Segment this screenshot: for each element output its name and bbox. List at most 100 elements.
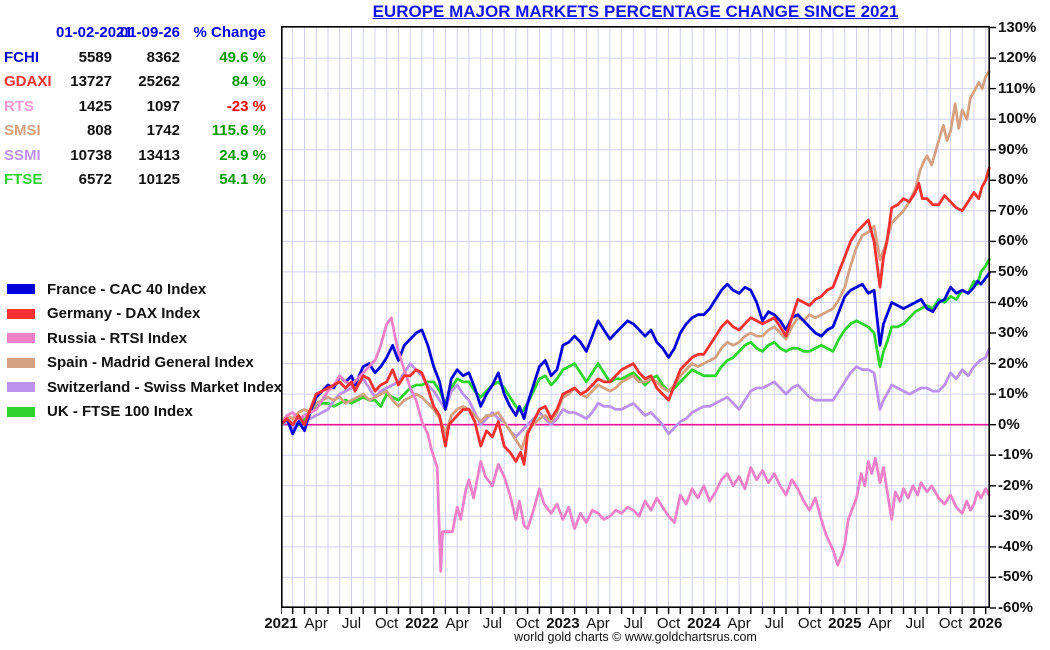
stats-row-GDAXI: GDAXI 13727 25262 84 % <box>4 70 266 95</box>
stats-row-FCHI: FCHI 5589 8362 49.6 % <box>4 46 266 71</box>
end-value: 8362 <box>146 48 180 66</box>
x-tick-2025-48: 2025 <box>828 615 862 632</box>
x-tick-Jul-6: Jul <box>341 615 362 632</box>
x-tick-Jul-54: Jul <box>905 615 925 632</box>
start-value: 808 <box>86 122 112 139</box>
x-tick-Oct-9: Oct <box>375 615 399 632</box>
legend-label-GDAXI: Germany - DAX Index <box>47 305 201 323</box>
symbol-label: FTSE <box>4 171 43 188</box>
chart-legend: France - CAC 40 Index Germany - DAX Index… <box>7 277 282 424</box>
y-tick-80: 80% <box>998 171 1029 189</box>
y-tick-20: 20% <box>998 354 1029 372</box>
legend-label-FCHI: France - CAC 40 Index <box>47 280 207 298</box>
x-tick-Jul-42: Jul <box>764 615 784 632</box>
end-value: 25262 <box>138 73 180 90</box>
stats-row-RTS: RTS 1425 1097 -23 % <box>4 95 266 120</box>
legend-swatch-RTS <box>7 333 35 344</box>
legend-label-SSMI: Switzerland - Swiss Market Index <box>47 378 283 396</box>
legend-label-SMSI: Spain - Madrid General Index <box>47 354 254 372</box>
pct-change: 49.6 % <box>219 48 266 66</box>
legend-label-RTS: Russia - RTSI Index <box>47 329 188 347</box>
legend-item-FTSE: UK - FTSE 100 Index <box>7 400 282 425</box>
series-line-SSMI <box>281 347 991 439</box>
source-credit: world gold charts © www.goldchartsrus.co… <box>514 630 757 644</box>
y-tick-30: 30% <box>998 324 1029 341</box>
end-value: 13413 <box>138 146 180 164</box>
y-tick-130: 130% <box>998 18 1037 36</box>
start-value: 1425 <box>78 97 112 115</box>
y-tick--20: -20% <box>998 476 1034 494</box>
x-tick-Oct-33: Oct <box>656 615 681 632</box>
legend-item-SSMI: Switzerland - Swiss Market Index <box>7 375 282 400</box>
legend-item-RTS: Russia - RTSI Index <box>7 326 282 351</box>
stats-table: 01-02-2021 01-09-26 % Change FCHI 5589 836… <box>4 21 266 193</box>
series-line-FCHI <box>281 271 991 436</box>
stats-rows: FCHI 5589 8362 49.6 % GDAXI 13727 25262 84 % RTS… <box>4 46 266 193</box>
y-tick--30: -30% <box>998 507 1034 525</box>
x-tick-Apr-27: Apr <box>586 615 610 632</box>
pct-change: 54.1 % <box>219 171 266 188</box>
y-tick-40: 40% <box>998 293 1029 311</box>
end-value: 10125 <box>138 171 180 188</box>
chart-plot <box>281 26 996 614</box>
legend-item-GDAXI: Germany - DAX Index <box>7 302 282 327</box>
x-tick-Oct-45: Oct <box>797 615 822 632</box>
legend-label-FTSE: UK - FTSE 100 Index <box>47 403 193 421</box>
legend-swatch-GDAXI <box>7 308 35 319</box>
start-value: 6572 <box>78 171 112 188</box>
legend-item-SMSI: Spain - Madrid General Index <box>7 351 282 376</box>
stats-row-SSMI: SSMI 10738 13413 24.9 % <box>4 144 266 169</box>
y-tick-70: 70% <box>998 201 1029 219</box>
y-tick-60: 60% <box>998 232 1029 250</box>
x-tick-2021-0: 2021 <box>264 615 298 632</box>
symbol-label: GDAXI <box>4 73 52 90</box>
legend-swatch-FTSE <box>7 406 35 417</box>
y-tick-0: 0% <box>998 415 1020 433</box>
y-tick--50: -50% <box>998 568 1034 586</box>
symbol-label: SSMI <box>4 146 41 164</box>
x-tick-Apr-51: Apr <box>868 615 892 632</box>
pct-change: 24.9 % <box>219 146 266 164</box>
stats-header-change: % Change <box>193 24 266 41</box>
end-value: 1742 <box>146 122 180 139</box>
symbol-label: SMSI <box>4 122 41 139</box>
y-tick--60: -60% <box>998 599 1034 616</box>
end-value: 1097 <box>146 97 180 115</box>
x-tick-Jul-30: Jul <box>623 615 643 632</box>
stats-header-row: 01-02-2021 01-09-26 % Change <box>4 21 266 46</box>
legend-swatch-SMSI <box>7 357 35 368</box>
legend-swatch-FCHI <box>7 284 35 295</box>
pct-change: 84 % <box>231 73 266 90</box>
start-value: 5589 <box>78 48 112 66</box>
x-tick-Apr-15: Apr <box>445 615 469 632</box>
y-tick-110: 110% <box>998 79 1036 97</box>
stats-row-SMSI: SMSI 808 1742 115.6 % <box>4 119 266 144</box>
symbol-label: RTS <box>4 97 34 115</box>
y-tick-90: 90% <box>998 140 1029 158</box>
y-tick--40: -40% <box>998 537 1034 555</box>
series-line-GDAXI <box>281 166 991 466</box>
pct-change: -23 % <box>226 97 266 115</box>
stats-header-end-date: 01-09-26 <box>119 24 180 41</box>
stats-row-FTSE: FTSE 6572 10125 54.1 % <box>4 168 266 193</box>
x-tick-Jul-18: Jul <box>482 615 502 632</box>
x-tick-Apr-39: Apr <box>727 615 751 632</box>
x-tick-2022-12: 2022 <box>405 615 439 632</box>
x-tick-2024-36: 2024 <box>687 615 721 632</box>
x-tick-2023-24: 2023 <box>546 615 580 632</box>
start-value: 10738 <box>70 146 112 164</box>
y-tick-50: 50% <box>998 262 1029 280</box>
legend-item-FCHI: France - CAC 40 Index <box>7 277 282 302</box>
y-tick-10: 10% <box>998 385 1029 403</box>
x-tick-Oct-57: Oct <box>938 615 963 632</box>
chart-title: EUROPE MAJOR MARKETS PERCENTAGE CHANGE S… <box>372 2 899 21</box>
x-tick-Oct-21: Oct <box>515 615 540 632</box>
x-tick-2026-60: 2026 <box>969 615 1003 632</box>
y-tick--10: -10% <box>998 446 1034 464</box>
x-tick-Apr-3: Apr <box>304 615 328 632</box>
symbol-label: FCHI <box>4 48 39 66</box>
stats-header-start-date: 01-02-2021 <box>56 24 133 41</box>
start-value: 13727 <box>70 73 112 90</box>
y-tick-120: 120% <box>998 49 1037 67</box>
stats-header-spacer <box>4 21 56 46</box>
